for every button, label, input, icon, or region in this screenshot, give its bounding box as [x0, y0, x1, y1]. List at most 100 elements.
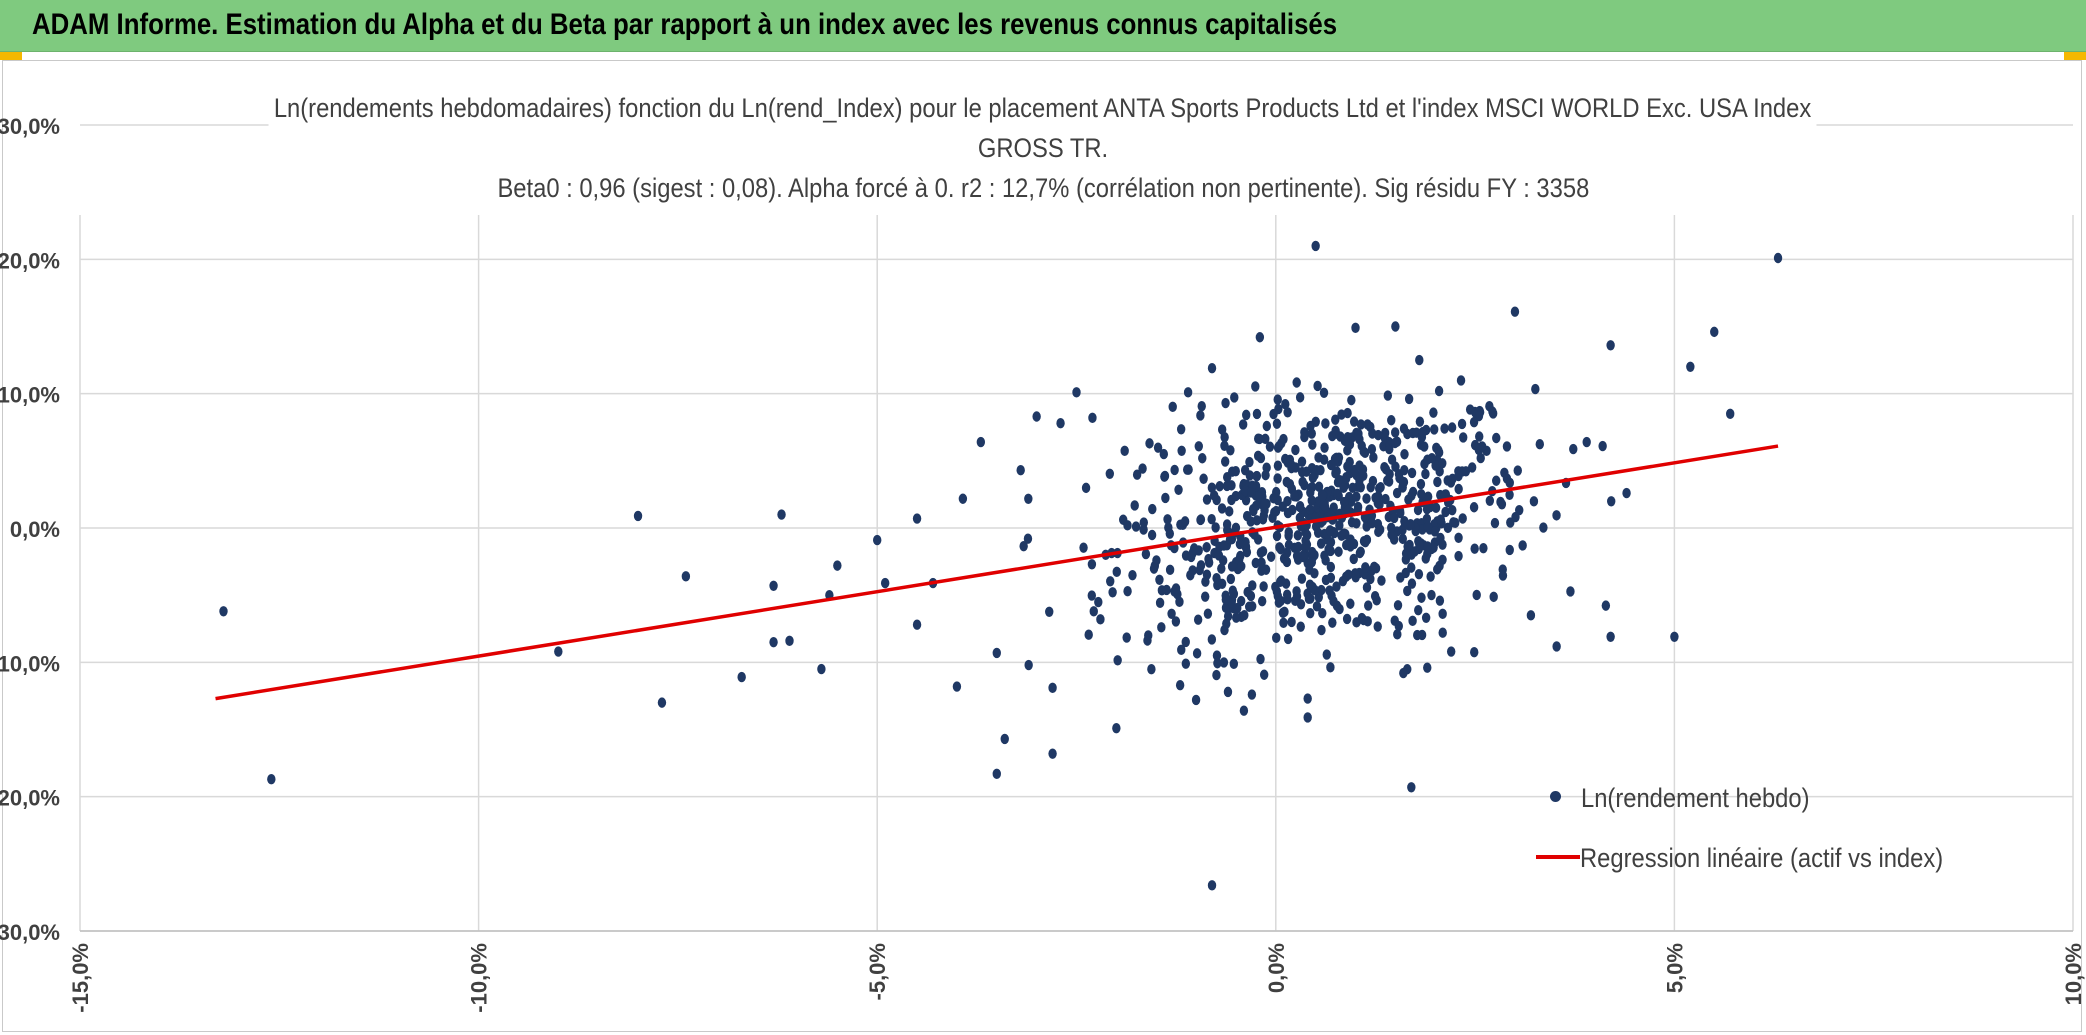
data-point	[1087, 590, 1096, 601]
data-point	[681, 571, 691, 582]
data-point	[1510, 306, 1520, 317]
data-point	[1189, 543, 1199, 554]
data-point	[1256, 653, 1265, 665]
data-point	[1215, 481, 1224, 492]
data-point	[1024, 493, 1033, 505]
data-point	[1295, 392, 1305, 403]
data-point	[1147, 529, 1157, 541]
data-point	[1292, 591, 1302, 602]
data-point	[1318, 607, 1327, 619]
data-point	[1391, 321, 1400, 332]
data-point	[976, 436, 986, 448]
data-point	[1257, 595, 1267, 607]
data-point	[1081, 482, 1091, 494]
data-point	[1601, 600, 1611, 611]
data-point	[1287, 616, 1296, 628]
data-point	[1446, 646, 1456, 657]
data-point	[1294, 541, 1303, 553]
data-point	[1322, 649, 1331, 660]
data-point	[1000, 733, 1009, 745]
data-point	[1298, 476, 1307, 488]
data-point	[1296, 621, 1305, 632]
data-point	[1203, 608, 1213, 619]
data-point	[1310, 568, 1319, 579]
data-point	[1423, 541, 1432, 552]
data-point	[1497, 499, 1507, 510]
data-point	[1307, 557, 1317, 568]
data-point	[1342, 539, 1351, 551]
data-point	[1230, 392, 1239, 403]
data-point	[1374, 429, 1383, 441]
data-point	[817, 663, 826, 675]
data-point	[1622, 487, 1631, 499]
data-point	[1405, 539, 1414, 551]
data-point	[1380, 432, 1390, 444]
data-point	[1283, 495, 1292, 507]
data-point	[1368, 475, 1378, 487]
data-point	[1303, 693, 1312, 704]
data-point	[1349, 416, 1359, 427]
data-point	[1283, 507, 1293, 519]
data-point	[1433, 564, 1442, 575]
data-point	[1282, 476, 1291, 488]
data-point	[1313, 380, 1322, 392]
data-point	[1284, 539, 1294, 551]
data-point	[1303, 712, 1312, 723]
data-point	[1344, 569, 1353, 580]
data-point	[1225, 506, 1234, 517]
data-point	[1490, 517, 1500, 529]
data-point	[1222, 480, 1232, 492]
data-point	[1255, 433, 1264, 445]
data-point	[1094, 596, 1103, 608]
data-point	[1394, 469, 1404, 480]
data-point	[1313, 527, 1323, 539]
legend-item-points: Ln(rendement hebdo)	[1550, 783, 1841, 814]
data-point	[1217, 563, 1226, 574]
data-point	[1381, 493, 1390, 505]
data-point	[1240, 464, 1250, 476]
data-point	[1016, 465, 1025, 476]
data-point	[1231, 490, 1241, 502]
data-point	[1307, 428, 1316, 439]
data-point	[1470, 543, 1479, 554]
data-point	[1072, 387, 1081, 398]
data-point	[1282, 556, 1292, 568]
data-point	[1355, 547, 1365, 559]
data-point	[1113, 655, 1122, 666]
data-point	[1476, 452, 1485, 464]
data-point	[1019, 540, 1028, 552]
data-point	[1212, 650, 1222, 661]
data-point	[1079, 542, 1088, 553]
data-point	[1328, 617, 1337, 628]
data-point	[1271, 505, 1281, 517]
data-point	[1272, 418, 1282, 429]
data-point	[1329, 595, 1338, 607]
data-point	[1153, 442, 1163, 453]
data-point	[952, 681, 962, 692]
data-point	[1518, 540, 1527, 551]
data-point	[1229, 658, 1239, 670]
data-point	[1438, 608, 1447, 620]
data-point	[1297, 456, 1307, 467]
data-point	[1226, 573, 1236, 585]
data-point	[1251, 500, 1261, 511]
x-tick-label: 10,0%	[2061, 943, 2086, 1005]
data-point	[1106, 576, 1115, 587]
data-point	[1332, 581, 1341, 592]
data-point	[1399, 667, 1408, 679]
data-point	[1343, 432, 1352, 443]
data-point	[1219, 657, 1229, 668]
data-point	[1443, 475, 1452, 486]
data-point	[1152, 555, 1161, 566]
data-point	[1552, 510, 1561, 521]
data-point	[1217, 578, 1227, 589]
chart-title: Ln(rendements hebdomadaires) fonction du…	[0, 88, 2086, 208]
data-point	[1369, 452, 1378, 463]
data-point	[1280, 606, 1289, 618]
report-banner: ADAM Informe. Estimation du Alpha et du …	[0, 0, 2086, 52]
data-point	[1346, 598, 1355, 609]
data-point	[880, 577, 890, 589]
data-point	[1505, 544, 1514, 556]
data-point	[1326, 561, 1336, 573]
x-tick-label: -5,0%	[865, 943, 890, 1000]
